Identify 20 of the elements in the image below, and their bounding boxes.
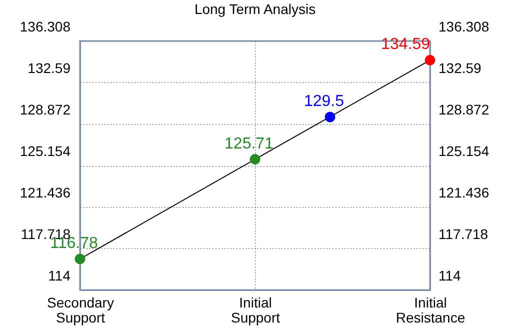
y2-tick-label: 121.436 [438, 184, 490, 200]
y2-tick-label: 136.308 [438, 18, 490, 34]
x-tick-label: Initial Support [230, 294, 280, 326]
y2-tick-label: 132.59 [438, 60, 482, 76]
x-tick-label: Secondary Support [47, 294, 114, 326]
data-label: 134.59 [381, 36, 430, 54]
y-tick-label: 132.59 [28, 60, 71, 76]
y2-tick-label: 128.872 [438, 102, 490, 118]
y-tick-label: 114 [48, 268, 71, 284]
y2-tick-label: 114 [438, 268, 462, 284]
y2-tick-label: 125.154 [438, 143, 490, 159]
y-tick-label: 125.154 [20, 143, 71, 159]
chart-title: Long Term Analysis [194, 1, 316, 17]
x-tick-label: Initial Resistance [396, 294, 466, 326]
y-tick-label: 121.436 [20, 184, 71, 200]
data-label: 125.71 [224, 135, 274, 152]
y-tick-label: 136.308 [20, 18, 71, 34]
y2-tick-label: 117.718 [438, 226, 488, 242]
data-label: 129.5 [304, 92, 344, 110]
y-tick-label: 128.872 [20, 102, 71, 118]
